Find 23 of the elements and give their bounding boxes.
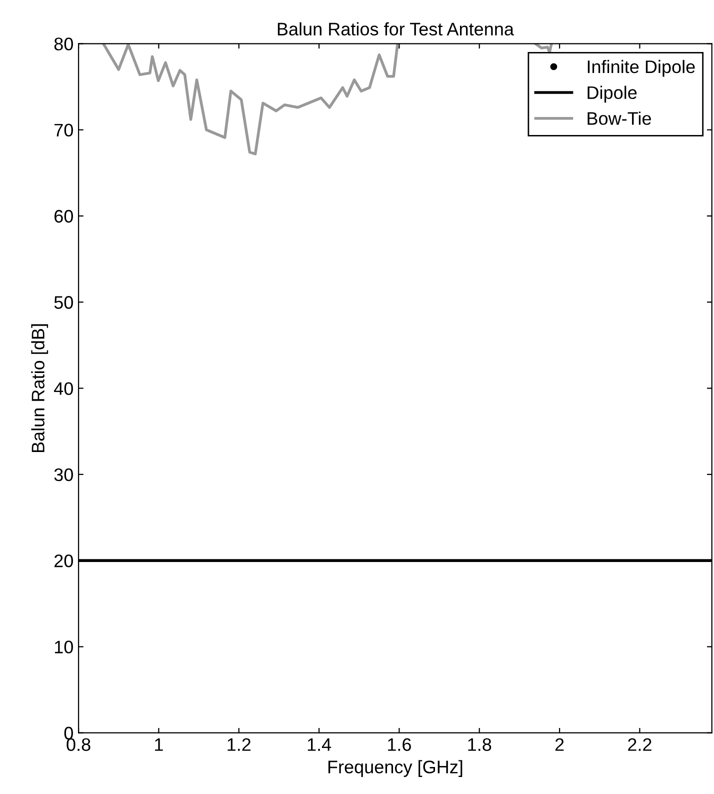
y-tick-label: 10 <box>54 640 73 654</box>
x-tick-label: 1.2 <box>228 738 251 751</box>
y-tick-label: 30 <box>54 468 73 482</box>
legend-label: Bow-Tie <box>588 112 651 125</box>
y-tick-label: 20 <box>54 554 73 568</box>
x-axis-title: Frequency [GHz] <box>328 760 462 777</box>
y-tick-label: 40 <box>54 382 73 395</box>
chart-title: Balun Ratios for Test Antenna <box>278 22 514 36</box>
x-tick-label: 2.2 <box>628 738 652 751</box>
y-tick-label: 0 <box>64 726 73 740</box>
y-tick-label: 80 <box>54 38 73 50</box>
x-tick-label: 1.6 <box>388 738 411 751</box>
x-tick-label: 0.8 <box>66 738 90 751</box>
x-tick-label: 1.4 <box>308 738 332 751</box>
x-tick-label: 1.8 <box>468 738 492 751</box>
legend-label: Dipole <box>588 86 637 103</box>
y-tick-label: 70 <box>54 124 73 137</box>
x-tick-label: 1 <box>155 738 163 751</box>
x-tick-label: 2 <box>555 738 564 751</box>
y-tick-label: 50 <box>54 296 73 309</box>
y-tick-label: 60 <box>54 210 73 223</box>
legend-label: Infinite Dipole <box>588 60 695 77</box>
y-axis-title: Balun Ratio [dB] <box>31 324 48 452</box>
